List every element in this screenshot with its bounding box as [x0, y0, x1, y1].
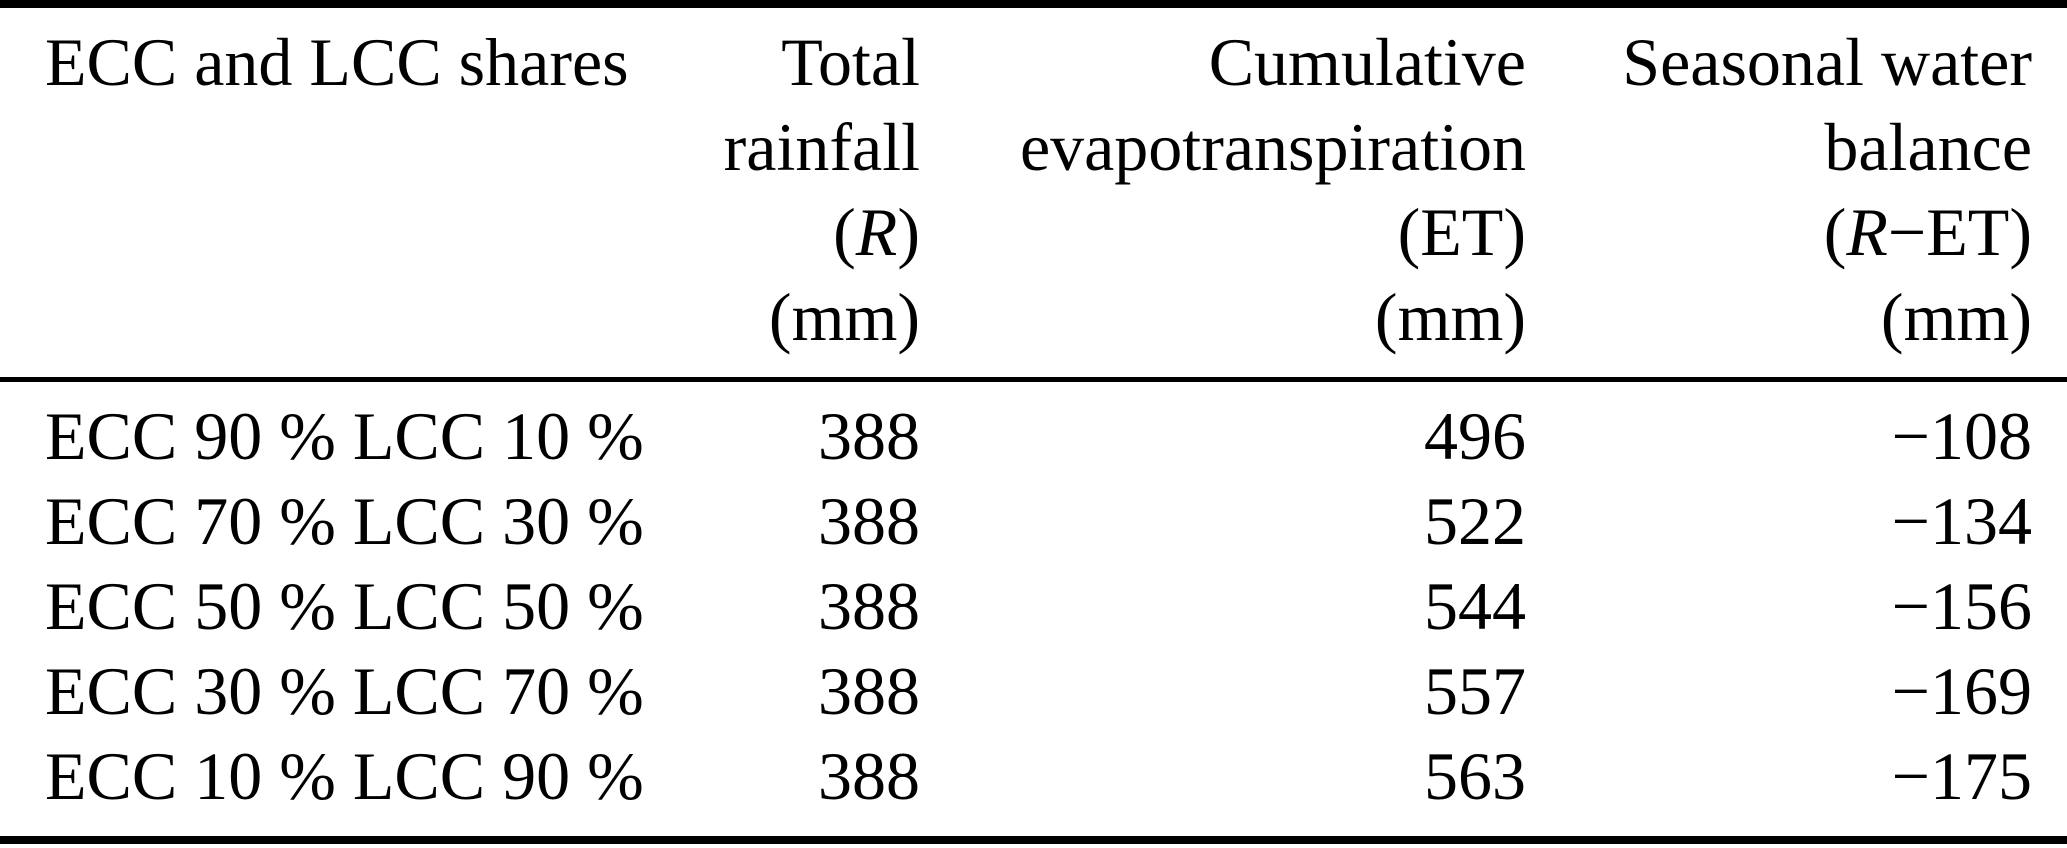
cell-total-rainfall: 388	[818, 398, 920, 474]
cell-seasonal-balance: −134	[1891, 483, 2032, 559]
cell-seasonal-balance: −175	[1891, 738, 2032, 814]
header-line: (R−ET)	[1823, 194, 2032, 270]
header-row: ECC and LCC shares Total rainfall (R) (mm) Cu…	[45, 20, 2032, 360]
header-line: (R)	[833, 194, 920, 270]
header-cell-total-rainfall: Total rainfall (R) (mm)	[685, 20, 920, 360]
header-line: (mm)	[768, 279, 920, 355]
table-body: ECC 90 % LCC 10 % 388 496 −108 ECC 70 % LCC …	[45, 394, 2032, 819]
header-line: Total	[781, 24, 920, 100]
cell-total-rainfall: 388	[818, 653, 920, 729]
math-var-R: R	[1846, 194, 1888, 270]
cell-total-rainfall: 388	[818, 568, 920, 644]
cell-total-rainfall: 388	[818, 738, 920, 814]
cell-seasonal-balance: −156	[1891, 568, 2032, 644]
cell-seasonal-balance: −169	[1891, 653, 2032, 729]
header-line: Seasonal water	[1622, 24, 2032, 100]
header-line: evapotranspiration	[1019, 109, 1526, 185]
table-row: ECC 30 % LCC 70 % 388 557 −169	[45, 649, 2032, 734]
header-line: balance	[1824, 109, 2032, 185]
table-row: ECC 90 % LCC 10 % 388 496 −108	[45, 394, 2032, 479]
header-line: (mm)	[1374, 279, 1526, 355]
top-rule	[0, 0, 2067, 8]
header-cell-shares: ECC and LCC shares	[45, 20, 685, 360]
cell-cumulative-et: 557	[1424, 653, 1526, 729]
header-cell-cumulative-et: Cumulative evapotranspiration (ET) (mm)	[920, 20, 1526, 360]
bottom-rule	[0, 836, 2067, 844]
cell-shares: ECC 90 % LCC 10 %	[45, 398, 644, 474]
header-line: rainfall	[723, 109, 920, 185]
header-line: ECC and LCC shares	[45, 24, 629, 100]
header-line: (ET)	[1397, 194, 1526, 270]
header-line: (mm)	[1880, 279, 2032, 355]
cell-cumulative-et: 563	[1424, 738, 1526, 814]
cell-shares: ECC 50 % LCC 50 %	[45, 568, 644, 644]
table-row: ECC 50 % LCC 50 % 388 544 −156	[45, 564, 2032, 649]
cell-shares: ECC 10 % LCC 90 %	[45, 738, 644, 814]
cell-shares: ECC 30 % LCC 70 %	[45, 653, 644, 729]
cell-seasonal-balance: −108	[1891, 398, 2032, 474]
table-header: ECC and LCC shares Total rainfall (R) (mm) Cu…	[45, 20, 2032, 360]
table-row: ECC 10 % LCC 90 % 388 563 −175	[45, 734, 2032, 819]
cell-total-rainfall: 388	[818, 483, 920, 559]
header-separator-rule	[0, 377, 2067, 382]
cell-cumulative-et: 496	[1424, 398, 1526, 474]
table-row: ECC 70 % LCC 30 % 388 522 −134	[45, 479, 2032, 564]
header-cell-seasonal-balance: Seasonal water balance (R−ET) (mm)	[1526, 20, 2032, 360]
table-rows: ECC 90 % LCC 10 % 388 496 −108 ECC 70 % LCC …	[45, 394, 2032, 819]
math-var-R: R	[855, 194, 898, 270]
cell-cumulative-et: 522	[1424, 483, 1526, 559]
header-line: Cumulative	[1208, 24, 1526, 100]
cell-cumulative-et: 544	[1424, 568, 1526, 644]
cell-shares: ECC 70 % LCC 30 %	[45, 483, 644, 559]
